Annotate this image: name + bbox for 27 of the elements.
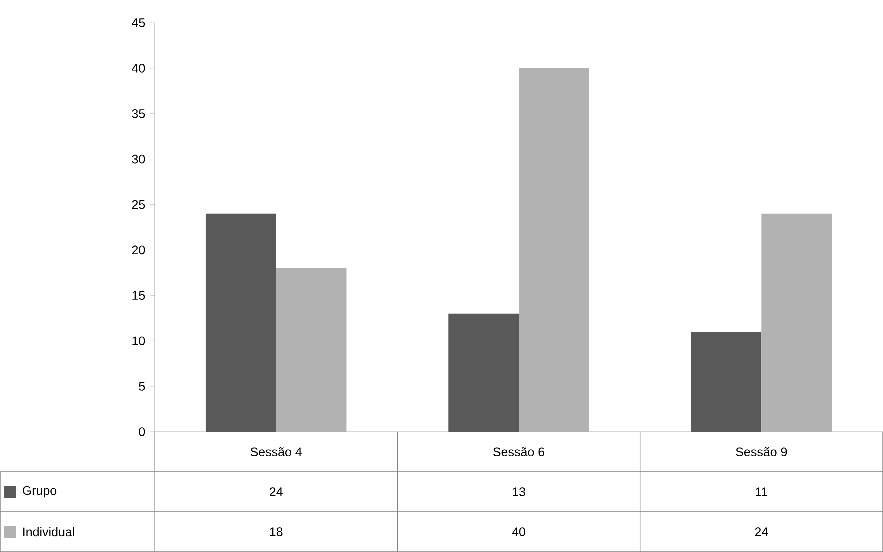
bar: [276, 268, 347, 432]
y-tick-label: 45: [132, 18, 146, 28]
y-tick-label: 25: [132, 200, 146, 210]
y-tick-label: 5: [139, 382, 146, 391]
data-label: 13: [513, 488, 526, 496]
y-tick-label: 10: [132, 336, 146, 346]
bar: [762, 214, 832, 432]
y-tick-label: 35: [132, 109, 146, 118]
y-tick-label: 15: [132, 291, 146, 300]
data-label: 18: [270, 528, 283, 536]
x-tick-label: Sessão 4: [250, 447, 302, 457]
bar: [448, 314, 520, 432]
y-tick-label: 20: [132, 246, 146, 255]
y-tick-label: 30: [132, 154, 146, 164]
y-tick-label: 0: [139, 428, 146, 436]
data-label: 11: [756, 488, 768, 496]
data-label: 24: [270, 488, 283, 496]
x-tick-label: Sessão 6: [494, 447, 544, 457]
data-label: 24: [755, 528, 768, 536]
data-label: 40: [512, 528, 526, 536]
legend-label: Individual: [24, 527, 74, 537]
bar: [691, 332, 762, 432]
x-tick-label: Sessão 9: [736, 447, 788, 457]
legend-label: Grupo: [22, 486, 57, 498]
bar: [206, 214, 276, 432]
y-tick-label: 40: [132, 64, 146, 73]
bar: [519, 68, 590, 432]
